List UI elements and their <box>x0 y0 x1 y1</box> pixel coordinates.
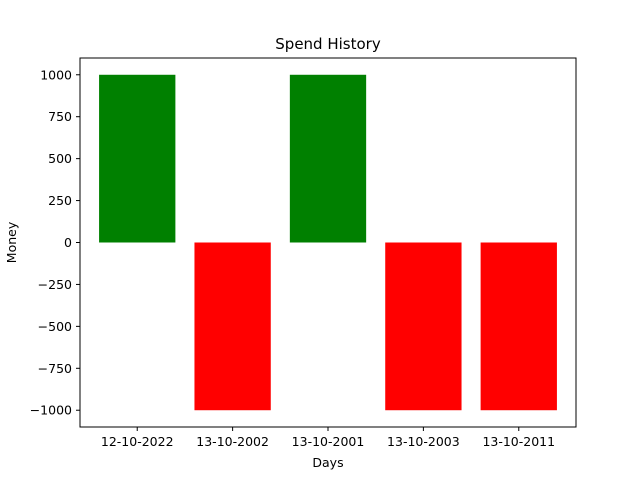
bar-12-10-2022 <box>99 74 176 243</box>
y-tick-label: 0 <box>64 235 72 250</box>
bar-13-10-2001 <box>289 74 367 243</box>
bar-13-10-2011 <box>480 242 557 411</box>
x-axis-label: Days <box>312 455 343 470</box>
y-tick-label: −750 <box>38 361 72 376</box>
bar-13-10-2003 <box>385 242 462 411</box>
chart-title: Spend History <box>275 35 381 53</box>
y-tick-label: 500 <box>48 151 72 166</box>
y-tick-label: 250 <box>48 193 72 208</box>
y-tick-label: 1000 <box>40 67 72 82</box>
x-tick-label: 13-10-2011 <box>482 434 555 449</box>
x-tick-label: 13-10-2003 <box>387 434 460 449</box>
y-axis: 1000 750 500 250 0 −250 −500 −750 −1000 <box>30 67 80 418</box>
bar-13-10-2002 <box>194 242 271 411</box>
y-tick-label: −1000 <box>30 403 72 418</box>
bars-group <box>99 74 557 411</box>
y-tick-label: −250 <box>38 277 72 292</box>
y-tick-label: 750 <box>48 109 72 124</box>
x-tick-label: 13-10-2002 <box>196 434 269 449</box>
y-tick-label: −500 <box>38 319 72 334</box>
x-tick-label: 13-10-2001 <box>292 434 365 449</box>
x-axis: 12-10-2022 13-10-2002 13-10-2001 13-10-2003… <box>101 427 555 449</box>
y-axis-label: Money <box>4 221 19 263</box>
x-tick-label: 12-10-2022 <box>101 434 174 449</box>
